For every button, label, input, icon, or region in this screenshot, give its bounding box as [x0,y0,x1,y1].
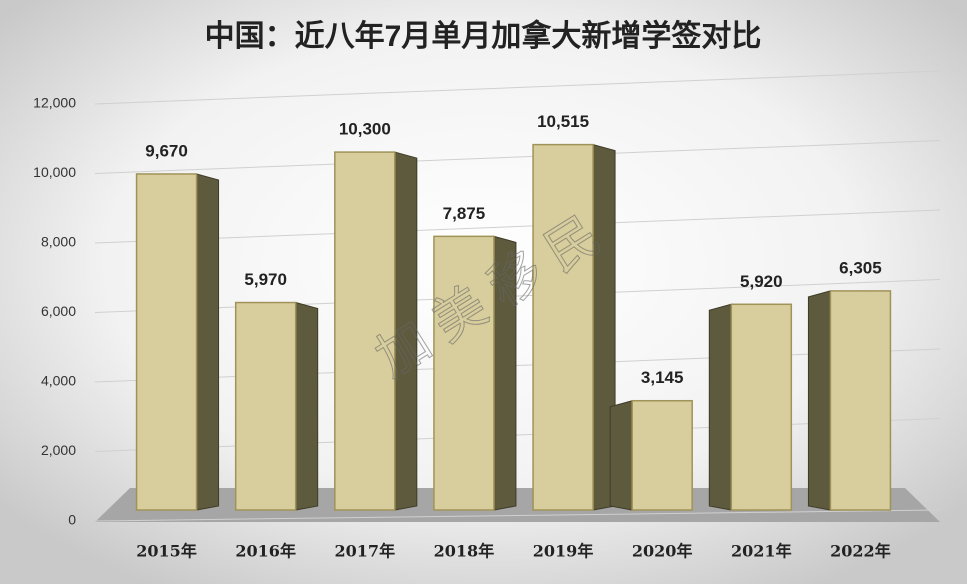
bar-side [609,400,633,511]
y-tick-label: 6,000 [41,303,76,319]
grid-line [94,509,941,522]
y-tick-label: 8,000 [41,234,76,250]
value-label: 5,970 [244,270,287,289]
x-tick-label: 2019年 [533,542,594,561]
x-tick-label: 2016年 [235,542,296,561]
y-tick-label: 12,000 [33,95,76,111]
grid-line [94,140,941,174]
value-label: 10,515 [537,112,589,131]
x-tick-label: 2021年 [731,542,792,561]
x-tick-label: 2020年 [632,542,693,561]
bar [631,399,693,511]
y-tick-label: 10,000 [33,164,76,180]
bar-side [807,290,831,511]
grid-line [94,70,941,105]
y-tick-label: 4,000 [41,373,76,389]
grid-line [94,209,941,244]
x-tick-label: 2022年 [830,542,891,561]
bar-side [708,303,732,511]
bar [829,290,892,511]
bar [433,235,495,511]
y-tick-label: 0 [68,512,76,528]
x-tick-label: 2017年 [335,542,396,561]
value-label: 10,300 [339,120,391,139]
bar [730,303,793,511]
value-label: 6,305 [839,258,882,277]
bar [234,301,297,511]
x-tick-label: 2018年 [434,542,495,561]
plot-area: 0 2,000 4,000 6,000 8,000 10,000 12,000 2015年 9,… [33,70,941,561]
value-label: 7,875 [443,204,486,223]
chart-title: 中国：近八年7月单月加拿大新增学签对比 [205,19,762,53]
value-label: 9,670 [145,141,188,160]
x-tick-label: 2015年 [136,542,197,561]
value-label: 5,920 [740,272,783,291]
bar [334,151,396,511]
y-tick-label: 2,000 [41,442,76,458]
bar-side [295,301,319,511]
bar [135,173,198,511]
value-label: 3,145 [641,368,684,387]
bar [532,143,594,511]
bar-side [196,173,220,511]
